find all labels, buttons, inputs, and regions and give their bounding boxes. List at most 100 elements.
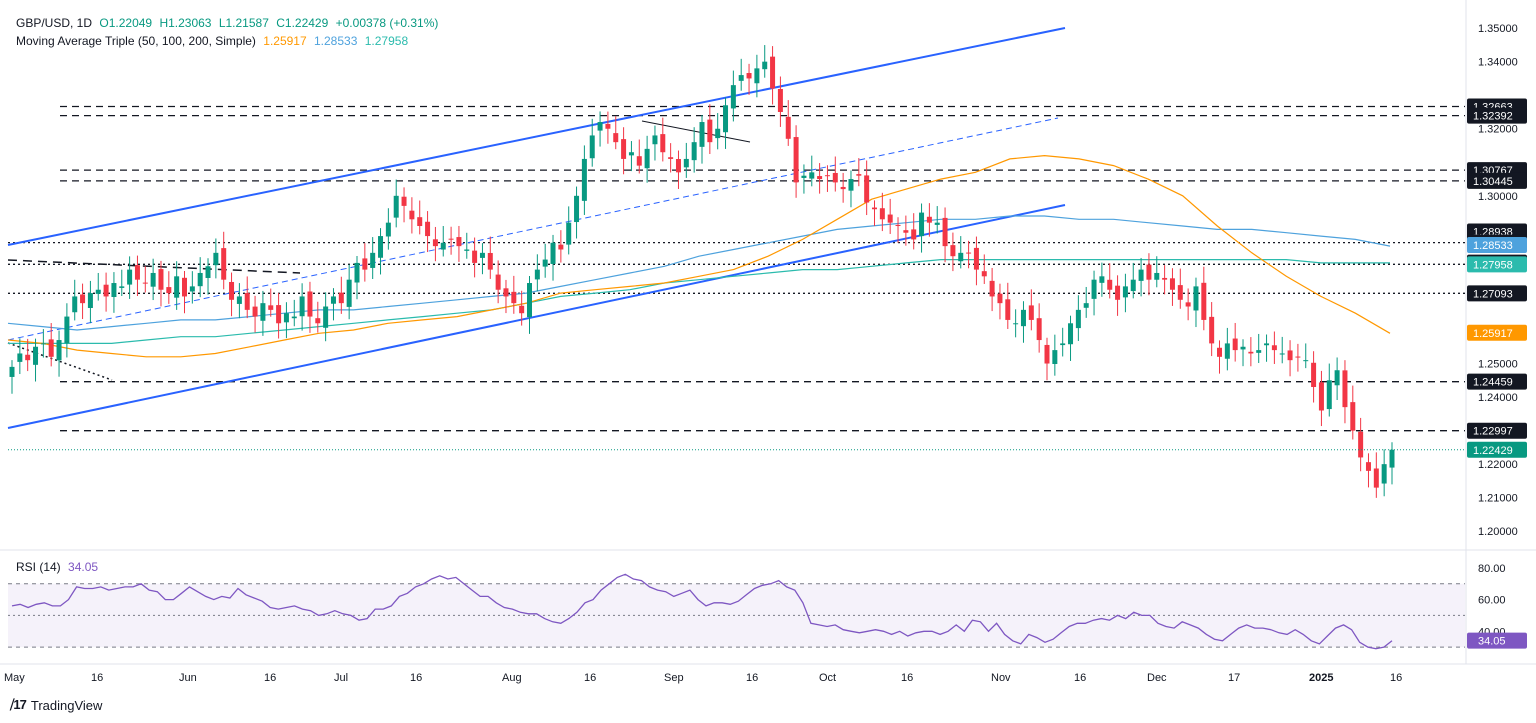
x-tick-label: 16 xyxy=(746,672,758,684)
candle-body xyxy=(809,172,815,179)
candle-body xyxy=(879,208,885,220)
candle-body xyxy=(1122,286,1128,298)
candle-body xyxy=(1318,382,1324,411)
candle-body xyxy=(785,116,791,139)
y-tick-label: 1.32000 xyxy=(1478,124,1518,136)
price-label-box xyxy=(1467,172,1527,189)
candle-body xyxy=(1303,360,1309,362)
price-label: 1.24459 xyxy=(1473,377,1513,389)
y-tick-label: 1.24000 xyxy=(1478,392,1518,404)
candle-body xyxy=(574,195,580,223)
price-label-box xyxy=(1467,324,1527,341)
candle-body xyxy=(1177,285,1183,300)
candle-body xyxy=(636,156,642,166)
candle-body xyxy=(691,142,697,161)
price-label: 1.27958 xyxy=(1473,259,1513,271)
x-tick-label: Dec xyxy=(1147,672,1167,684)
candle-body xyxy=(268,305,274,310)
candle-body xyxy=(393,195,399,218)
candle-body xyxy=(189,286,195,292)
candle-body xyxy=(401,196,407,206)
candle-body xyxy=(1044,344,1050,364)
candle-body xyxy=(150,272,156,287)
candle-body xyxy=(197,272,203,287)
candle-body xyxy=(840,186,846,190)
candle-body xyxy=(17,353,23,362)
x-tick-label: Sep xyxy=(664,672,684,684)
candle-body xyxy=(644,148,650,169)
y-tick-label: 1.25000 xyxy=(1478,359,1518,371)
rsi-label[interactable]: RSI (14) xyxy=(16,560,61,574)
rsi-line xyxy=(11,573,1393,650)
candle-body xyxy=(440,242,446,250)
candle-body xyxy=(111,283,117,297)
candle-body xyxy=(872,207,877,210)
candle-body xyxy=(715,128,721,139)
candle-body xyxy=(801,175,807,178)
candle-body xyxy=(487,252,493,270)
ma50-value: 1.25917 xyxy=(263,34,307,48)
tradingview-logo[interactable]: ⧸17 TradingView xyxy=(10,697,102,713)
candle-body xyxy=(958,252,964,262)
symbol-title[interactable]: GBP/USD, 1D xyxy=(16,16,93,30)
ma50-line xyxy=(7,154,1391,358)
x-tick-label: 16 xyxy=(410,672,422,684)
candle-body xyxy=(276,305,282,324)
candle-body xyxy=(464,249,470,251)
candle-body xyxy=(503,288,509,297)
candle-body xyxy=(770,56,776,89)
y-tick-label: 1.30000 xyxy=(1478,191,1518,203)
candle-body xyxy=(511,291,517,304)
candle-body xyxy=(1311,362,1317,388)
price-label-box xyxy=(1467,256,1527,273)
candle-body xyxy=(1013,323,1019,325)
ma-label[interactable]: Moving Average Triple (50, 100, 200, Sim… xyxy=(16,34,256,48)
candle-body xyxy=(40,343,46,345)
candle-body xyxy=(887,214,893,223)
x-tick-label: Oct xyxy=(819,672,836,684)
candle-body xyxy=(299,296,305,317)
candle-body xyxy=(903,230,909,233)
ohlc-open: O1.22049 xyxy=(99,16,153,30)
candle-body xyxy=(472,250,478,263)
candle-body xyxy=(613,133,619,143)
ma200-value: 1.27958 xyxy=(364,34,409,48)
x-tick-label: 16 xyxy=(901,672,913,684)
candle-body xyxy=(1209,316,1215,344)
candle-body xyxy=(832,172,838,183)
downtrend-dashed-line xyxy=(7,259,301,274)
candle-body xyxy=(1083,303,1089,308)
candle-body xyxy=(817,176,823,180)
price-label: 1.27093 xyxy=(1473,288,1513,300)
symbol-header: GBP/USD, 1D O1.22049 H1.23063 L1.21587 C… xyxy=(16,16,442,30)
x-tick-label: Nov xyxy=(991,672,1011,684)
candle-body xyxy=(934,222,940,225)
candle-body xyxy=(973,247,979,270)
candle-body xyxy=(87,293,93,308)
candle-body xyxy=(142,282,148,284)
candle-body xyxy=(777,88,783,112)
candle-body xyxy=(1232,338,1238,351)
candle-body xyxy=(80,294,86,304)
candle-body xyxy=(64,316,70,344)
rsi-value-label: 34.05 xyxy=(1478,636,1506,648)
candle-body xyxy=(1240,346,1246,350)
candle-body xyxy=(1162,277,1168,280)
candle-body xyxy=(1279,353,1285,355)
candle-body xyxy=(527,283,532,318)
candle-body xyxy=(1256,350,1262,353)
candle-body xyxy=(762,61,768,70)
y-tick-label: 1.20000 xyxy=(1478,526,1518,538)
x-tick-label: Jun xyxy=(179,672,197,684)
candle-body xyxy=(621,139,627,159)
candle-body xyxy=(699,122,705,147)
candle-body xyxy=(1217,347,1222,357)
candle-body xyxy=(793,137,799,183)
candle-body xyxy=(1107,279,1113,290)
candle-body xyxy=(926,216,932,223)
x-tick-label: 16 xyxy=(584,672,596,684)
rsi-value: 34.05 xyxy=(68,560,99,574)
candle-body xyxy=(1115,285,1121,300)
candle-body xyxy=(409,210,415,220)
